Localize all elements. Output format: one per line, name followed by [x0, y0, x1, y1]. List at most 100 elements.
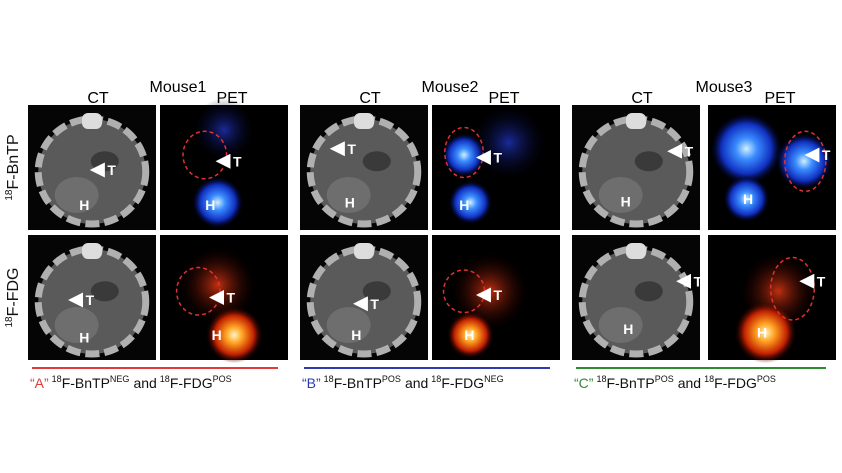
- uptake: [179, 246, 256, 324]
- ct-image: TH: [300, 235, 428, 360]
- tumor-label: T: [107, 162, 116, 178]
- heart-label: H: [205, 197, 215, 213]
- probe-name: F-BnTP: [62, 375, 110, 391]
- status: POS: [382, 374, 401, 384]
- heart-label: H: [464, 327, 474, 343]
- status: NEG: [110, 374, 130, 384]
- probe-name: F-FDG: [714, 375, 757, 391]
- uptake: [206, 306, 263, 364]
- body-outline: [578, 245, 694, 358]
- pet-image: TH: [160, 98, 288, 230]
- column-header: CT: [359, 90, 381, 107]
- status: POS: [757, 374, 776, 384]
- joiner: and: [133, 375, 156, 391]
- superscript: 18: [4, 316, 15, 328]
- caption-letter: “C”: [574, 375, 594, 391]
- organ: [598, 307, 643, 343]
- pet-image: TH: [708, 235, 836, 364]
- pet-image: TH: [432, 104, 560, 230]
- heart-label: H: [623, 321, 633, 337]
- tumor-label: T: [817, 273, 826, 289]
- heart-label: H: [459, 197, 469, 213]
- body-outline: [578, 115, 694, 228]
- row-label-text: F-FDG: [5, 268, 22, 317]
- column-header: PET: [488, 90, 519, 107]
- status: POS: [655, 374, 674, 384]
- tumor-label: T: [86, 292, 95, 308]
- superscript: 18: [704, 374, 714, 384]
- status: POS: [213, 374, 232, 384]
- caption-letter: “A”: [30, 375, 49, 391]
- row-label: 18F-BnTP: [4, 134, 22, 200]
- body-outline: [306, 245, 422, 358]
- superscript: 18: [596, 374, 606, 384]
- probe-name: F-FDG: [441, 375, 484, 391]
- body-outline: [34, 115, 150, 228]
- spine: [82, 113, 102, 129]
- uptake: [447, 311, 494, 359]
- heart-label: H: [345, 195, 355, 211]
- probe-name: F-FDG: [170, 375, 213, 391]
- spine: [354, 243, 374, 259]
- ct-image: TH: [28, 105, 156, 230]
- joiner: and: [678, 375, 701, 391]
- heart-label: H: [212, 327, 222, 343]
- tumor-roi: [784, 130, 827, 192]
- tumor-label: T: [685, 143, 694, 159]
- organ: [362, 151, 391, 172]
- spine: [626, 113, 646, 129]
- superscript: 18: [160, 374, 170, 384]
- status: NEG: [484, 374, 504, 384]
- ct-image: TH: [28, 235, 156, 360]
- tumor-label: T: [694, 273, 703, 289]
- probe-name: F-BnTP: [334, 375, 382, 391]
- probe-name: F-BnTP: [606, 375, 654, 391]
- caption: “C” 18F-BnTPPOS and 18F-FDGPOS: [574, 374, 776, 391]
- organ: [634, 281, 663, 302]
- mouse-title: Mouse1: [150, 79, 207, 96]
- organ: [362, 281, 391, 302]
- uptake: [710, 112, 783, 185]
- tumor-label: T: [493, 150, 502, 166]
- spine: [354, 113, 374, 129]
- pet-image: TH: [708, 105, 836, 230]
- heart-label: H: [79, 330, 89, 346]
- tumor-label: T: [347, 141, 356, 157]
- organ: [634, 151, 663, 172]
- ct-image: TH: [572, 235, 703, 360]
- ct-image: TH: [300, 105, 428, 230]
- row-label-text: F-BnTP: [5, 134, 22, 189]
- caption-letter: “B”: [302, 375, 321, 391]
- row-label: 18F-FDG: [4, 268, 22, 328]
- organ: [598, 177, 643, 213]
- uptake: [192, 176, 244, 229]
- body-outline: [306, 115, 422, 228]
- pet-image: TH: [432, 235, 560, 360]
- organ: [54, 307, 99, 343]
- heart-label: H: [621, 193, 631, 209]
- spine: [82, 243, 102, 259]
- organ: [326, 307, 371, 343]
- tumor-label: T: [493, 287, 502, 303]
- mouse-title: Mouse3: [696, 79, 753, 96]
- heart-label: H: [743, 191, 753, 207]
- column-header: CT: [631, 90, 653, 107]
- ct-image: TH: [572, 105, 700, 230]
- uptake: [775, 133, 833, 190]
- superscript: 18: [431, 374, 441, 384]
- uptake: [192, 98, 256, 162]
- organ: [54, 177, 99, 213]
- heart-label: H: [79, 197, 89, 213]
- tumor-label: T: [233, 153, 242, 169]
- tumor-label: T: [370, 296, 379, 312]
- heart-label: H: [757, 325, 767, 341]
- column-header: CT: [87, 90, 109, 107]
- uptake: [734, 301, 797, 364]
- superscript: 18: [52, 374, 62, 384]
- superscript: 18: [324, 374, 334, 384]
- organ: [90, 281, 119, 302]
- heart-label: H: [351, 327, 361, 343]
- organ: [326, 177, 371, 213]
